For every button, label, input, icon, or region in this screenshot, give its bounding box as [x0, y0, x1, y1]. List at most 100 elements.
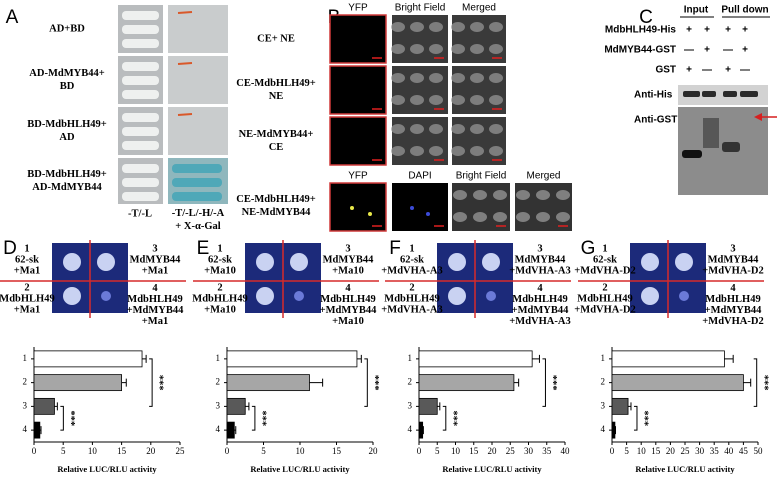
y-tick-label: 3	[408, 400, 413, 410]
error-bar	[142, 354, 147, 363]
x-tick-label: 10	[451, 446, 461, 456]
plate-label: 62-sk	[208, 254, 232, 265]
plate-label: 62-sk	[15, 254, 39, 265]
arrow-head	[754, 113, 762, 121]
plate-label: MdMYB44	[323, 254, 374, 265]
plate-label: 1	[24, 243, 29, 254]
cell-texture	[429, 95, 443, 105]
cell-texture	[453, 190, 467, 200]
x-tick-label: 25	[681, 446, 691, 456]
y-tick-label: 1	[408, 353, 413, 363]
panel-letter: F	[389, 238, 401, 259]
x-tick-label: 10	[296, 446, 306, 456]
cell-texture	[451, 124, 465, 134]
plate-label: +MdMYB44	[320, 305, 377, 316]
significance-bracket	[753, 358, 758, 407]
plate-label: +MdVHA-A3	[509, 265, 570, 276]
blot-band	[702, 91, 716, 97]
cell-texture	[536, 212, 550, 222]
plate-label: +Ma1	[142, 316, 168, 327]
significance-label: ***	[758, 375, 769, 391]
row-label: CE-MdbHLH49+	[236, 78, 316, 89]
row-label: AD-MdMYB44	[32, 182, 102, 193]
error-bar	[245, 402, 250, 411]
luciferase-spot	[294, 291, 304, 301]
row-label: BD-MdbHLH49+	[27, 169, 107, 180]
bar	[33, 374, 122, 392]
error-bar	[234, 426, 237, 435]
row-label: MdbHLH49-His	[605, 25, 677, 36]
column-header: Bright Field	[456, 171, 507, 182]
x-tick-label: 40	[724, 446, 734, 456]
signal	[410, 206, 414, 210]
x-tick-label: 5	[261, 446, 266, 456]
cell-texture	[410, 146, 424, 156]
cell-texture	[489, 44, 503, 54]
x-tick-label: 35	[542, 446, 552, 456]
plate-label: MdbHLH49	[0, 293, 55, 304]
row-label: CE-MdbHLH49+	[236, 194, 316, 205]
x-tick-label: 15	[651, 446, 661, 456]
cell-texture	[451, 44, 465, 54]
sign: —	[723, 45, 733, 56]
column-label: -T/-L/-H/-A	[172, 208, 225, 219]
colony	[172, 192, 222, 201]
colony	[122, 141, 159, 150]
cell-texture	[429, 124, 443, 134]
y-tick-label: 4	[408, 424, 413, 434]
panel-letter: E	[197, 238, 210, 259]
sign: +	[686, 25, 692, 36]
colony	[172, 178, 222, 187]
colony	[122, 192, 159, 201]
column-label: + X-α-Gal	[175, 221, 220, 232]
error-bar	[54, 402, 58, 411]
micrograph	[392, 117, 448, 165]
plate-label: 62-sk	[400, 254, 424, 265]
significance-label: ***	[447, 410, 458, 426]
row-label: GST	[655, 65, 676, 76]
significance-bracket	[149, 358, 153, 407]
colony	[122, 25, 159, 34]
x-tick-label: 30	[524, 446, 534, 456]
luciferase-spot	[63, 253, 81, 271]
plate-label: +MdVHA-A3	[381, 265, 442, 276]
plate-label: 62-sk	[593, 254, 617, 265]
sign: —	[702, 65, 712, 76]
plate-label: 2	[217, 282, 222, 293]
bar	[226, 374, 310, 392]
error-bar	[121, 378, 127, 387]
error-bar	[532, 354, 540, 363]
colony	[122, 127, 159, 136]
error-bar	[422, 426, 424, 435]
bar	[418, 421, 424, 439]
plate-label: +Ma10	[204, 304, 236, 315]
cell-texture	[451, 73, 465, 83]
plate-label: 4	[345, 283, 351, 294]
error-bar	[724, 354, 734, 363]
plate-label: MdbHLH49	[705, 294, 760, 305]
cell-texture	[470, 73, 484, 83]
significance-bracket	[542, 358, 546, 407]
plate-label: 1	[217, 243, 222, 254]
cell-texture	[470, 44, 484, 54]
row-label: BD	[60, 81, 75, 92]
plate-label: +MdVHA-D2	[702, 265, 763, 276]
error-bar	[356, 354, 362, 363]
plate-label: +MdMYB44	[512, 305, 569, 316]
panel-letter: C	[639, 7, 653, 28]
significance-bracket	[251, 405, 256, 431]
row-label: AD	[59, 132, 75, 143]
significance-label: ***	[639, 410, 650, 426]
y-tick-label: 3	[216, 400, 221, 410]
x-tick-label: 5	[624, 446, 629, 456]
plate-label: MdbHLH49	[512, 294, 567, 305]
colony	[122, 113, 159, 122]
luciferase-spot	[679, 291, 689, 301]
error-bar	[628, 402, 632, 411]
y-tick-label: 2	[408, 377, 413, 387]
significance-bracket	[60, 405, 64, 431]
plate-label: 2	[409, 282, 414, 293]
cell-texture	[453, 212, 467, 222]
blot-label: Anti-GST	[634, 115, 677, 126]
